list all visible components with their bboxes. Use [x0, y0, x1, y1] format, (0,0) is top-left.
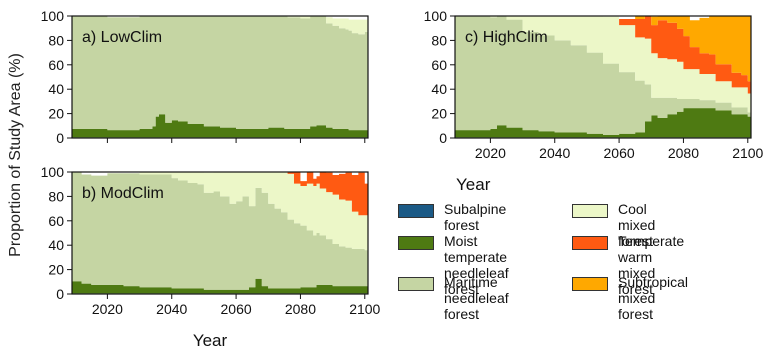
area-maritime	[72, 172, 368, 290]
area-cool	[72, 172, 368, 251]
y-tick-label: 40	[48, 237, 64, 253]
area-temperate_warm	[455, 16, 751, 94]
y-tick-label: 80	[431, 32, 447, 48]
legend-label: Subalpine forest	[444, 201, 507, 233]
x-tick-label: 2060	[221, 301, 252, 317]
plot-frame	[71, 15, 369, 139]
panel-a-lowclim: 0 20 40 60 80 100 a) LowClim	[41, 8, 369, 146]
legend-item-subtropical: Subtropical mixed forest	[572, 274, 688, 322]
legend-swatch	[398, 236, 434, 250]
area-moist	[72, 114, 368, 138]
panel-label: c) HighClim	[465, 29, 548, 46]
y-tick-label: 20	[48, 262, 64, 278]
legend-swatch	[572, 204, 608, 218]
legend-item-cool: Cool mixed forest	[572, 201, 655, 249]
area-maritime	[72, 16, 368, 131]
legend-label: Cool mixed forest	[618, 201, 656, 249]
y-tick-label: 0	[56, 286, 64, 302]
x-tick-label: 2020	[92, 301, 123, 317]
panel-label: a) LowClim	[82, 29, 162, 46]
plot-frame	[71, 171, 369, 295]
legend-swatch	[398, 277, 434, 291]
y-axis-label: Proportion of Study Area (%)	[7, 53, 24, 257]
y-tick-label: 60	[48, 57, 64, 73]
legend-item-subalpine: Subalpine forest	[398, 201, 506, 233]
area-cool	[455, 16, 751, 113]
y-tick-label: 100	[424, 8, 448, 24]
legend-swatch	[398, 204, 434, 218]
area-moist	[72, 278, 368, 294]
legend-label: Subtropical mixed forest	[618, 274, 689, 322]
y-tick-label: 100	[41, 164, 65, 180]
y-tick-label: 20	[431, 106, 447, 122]
x-axis-label: Year	[193, 331, 228, 350]
legend-label: Temperate warm mixed forest	[618, 233, 685, 297]
y-tick-label: 60	[431, 57, 447, 73]
x-tick-label: 2040	[156, 301, 187, 317]
legend-swatch	[572, 277, 608, 291]
y-tick-label: 40	[48, 81, 64, 97]
area-maritime	[455, 16, 751, 135]
x-tick-label: 2080	[668, 145, 699, 161]
x-tick-label: 2020	[475, 145, 506, 161]
x-tick-label: 2100	[349, 301, 380, 317]
legend-label: Moist temperate needleleaf forest	[444, 233, 509, 297]
area-subtropical	[455, 16, 751, 82]
legend-swatch	[572, 236, 608, 250]
x-tick-label: 2060	[604, 145, 635, 161]
x-axis-label: Year	[456, 175, 491, 194]
area-temperate_warm	[72, 172, 368, 216]
y-tick-label: 0	[439, 130, 447, 146]
legend-item-temperate_warm: Temperate warm mixed forest	[572, 233, 684, 297]
y-tick-label: 20	[48, 106, 64, 122]
y-tick-label: 80	[48, 32, 64, 48]
x-tick-label: 2040	[539, 145, 570, 161]
y-tick-label: 40	[431, 81, 447, 97]
x-tick-label: 2100	[732, 145, 763, 161]
y-tick-label: 0	[56, 130, 64, 146]
legend-label: Maritime needleleaf forest	[444, 274, 509, 322]
y-tick-label: 80	[48, 188, 64, 204]
panel-label: b) ModClim	[82, 185, 164, 202]
plot-frame	[454, 15, 752, 139]
legend-item-moist: Moist temperate needleleaf forest	[398, 233, 509, 297]
legend-item-maritime: Maritime needleleaf forest	[398, 274, 509, 322]
y-tick-label: 60	[48, 213, 64, 229]
y-tick-label: 100	[41, 8, 65, 24]
x-tick-label: 2080	[285, 301, 316, 317]
